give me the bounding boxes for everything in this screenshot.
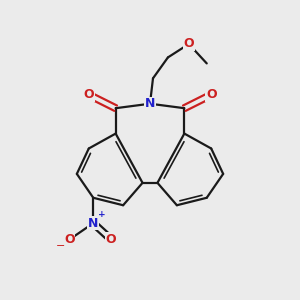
Text: +: + bbox=[98, 210, 105, 219]
Text: O: O bbox=[184, 38, 194, 50]
Text: O: O bbox=[106, 233, 116, 246]
Text: O: O bbox=[83, 88, 94, 101]
Text: O: O bbox=[206, 88, 217, 101]
Text: O: O bbox=[64, 233, 75, 246]
Text: −: − bbox=[56, 241, 66, 251]
Text: N: N bbox=[145, 97, 155, 110]
Text: N: N bbox=[88, 217, 98, 230]
